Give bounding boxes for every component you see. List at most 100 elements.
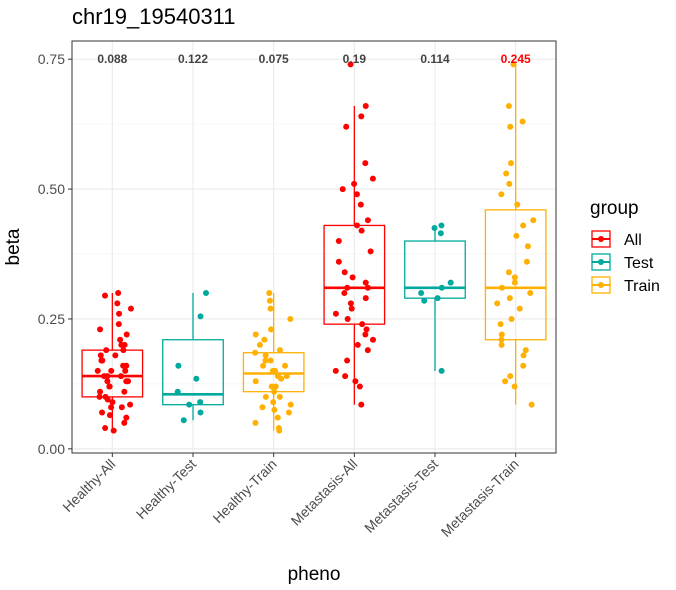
pvalue-annotation: 0.088 (97, 52, 127, 66)
data-point (287, 401, 294, 408)
data-point (438, 367, 445, 374)
data-point (268, 383, 275, 390)
data-point (494, 300, 501, 307)
data-point (507, 373, 514, 380)
y-axis: 0.00 0.25 0.50 0.75 (38, 51, 72, 457)
data-point (252, 349, 259, 356)
legend-key-point (598, 236, 604, 242)
data-point (271, 406, 278, 413)
data-point (363, 326, 370, 333)
data-point (343, 123, 350, 130)
data-point (287, 315, 294, 322)
data-point (202, 289, 209, 296)
data-point (358, 401, 365, 408)
data-point (421, 297, 428, 304)
legend-item-all: All (591, 230, 642, 249)
data-point (98, 357, 105, 364)
data-point (520, 362, 527, 369)
pvalue-annotation: 0.114 (420, 52, 450, 66)
data-point (499, 284, 506, 291)
data-point (362, 160, 369, 167)
data-point (252, 378, 259, 385)
data-point (117, 336, 124, 343)
data-point (513, 232, 520, 239)
data-point (341, 289, 348, 296)
data-point (506, 180, 513, 187)
data-point (508, 315, 515, 322)
data-point (520, 352, 527, 359)
data-point (352, 378, 359, 385)
data-point (508, 160, 515, 167)
data-point (505, 102, 512, 109)
data-point (123, 331, 130, 338)
data-point (256, 341, 263, 348)
data-point (121, 419, 128, 426)
x-tick-label: Healthy-Train (209, 456, 279, 526)
data-point (498, 336, 505, 343)
data-point (527, 289, 534, 296)
data-point (193, 375, 200, 382)
data-point (99, 409, 106, 416)
legend-key-point (598, 282, 604, 288)
data-point (270, 399, 277, 406)
y-axis-title: beta (3, 228, 24, 265)
legend-label: All (624, 232, 642, 249)
data-point (106, 383, 113, 390)
y-tick-label: 0.00 (38, 441, 65, 457)
data-point (262, 393, 269, 400)
data-point (359, 321, 366, 328)
data-point (282, 362, 289, 369)
data-point (197, 399, 204, 406)
data-point (118, 404, 125, 411)
data-point (498, 341, 505, 348)
data-point (101, 373, 108, 380)
data-point (431, 225, 438, 232)
data-point (252, 419, 259, 426)
legend-label: Test (624, 255, 654, 272)
data-point (364, 347, 371, 354)
data-point (418, 289, 425, 296)
data-point (110, 427, 117, 434)
box-healthy-all (81, 292, 144, 431)
y-tick-label: 0.25 (38, 311, 65, 327)
data-point (510, 61, 517, 68)
data-point (108, 404, 115, 411)
chart-title: chr19_19540311 (72, 4, 236, 29)
data-point (335, 258, 342, 265)
data-point (261, 336, 268, 343)
data-point (114, 300, 121, 307)
data-point (118, 341, 125, 348)
data-point (348, 305, 355, 312)
data-point (520, 222, 527, 229)
data-point (528, 401, 535, 408)
data-point (278, 375, 285, 382)
data-point (123, 362, 130, 369)
x-tick-label: Healthy-All (59, 456, 118, 515)
data-point (276, 427, 283, 434)
data-point (103, 347, 110, 354)
data-point (266, 297, 273, 304)
data-point (506, 295, 513, 302)
data-point (96, 393, 103, 400)
data-point (498, 191, 505, 198)
data-point (503, 170, 510, 177)
data-point (364, 284, 371, 291)
data-point (262, 357, 269, 364)
data-point (259, 404, 266, 411)
plot-panel: 0.088 0.122 0.075 0.19 0.114 0.245 (71, 40, 557, 454)
x-axis-title: pheno (288, 564, 341, 585)
box-body (404, 240, 466, 299)
data-point (353, 191, 360, 198)
data-point (354, 222, 361, 229)
pvalue-annotation: 0.122 (178, 52, 208, 66)
data-point (120, 347, 127, 354)
data-point (344, 357, 351, 364)
data-point (123, 414, 130, 421)
data-point (115, 289, 122, 296)
data-point (344, 284, 351, 291)
data-point (523, 258, 530, 265)
data-point (358, 113, 365, 120)
data-point (267, 305, 274, 312)
data-point (106, 412, 113, 419)
